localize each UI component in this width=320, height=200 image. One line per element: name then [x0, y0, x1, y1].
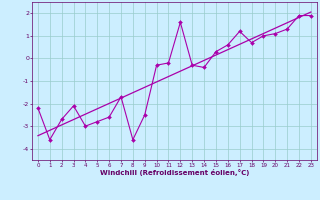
- X-axis label: Windchill (Refroidissement éolien,°C): Windchill (Refroidissement éolien,°C): [100, 169, 249, 176]
